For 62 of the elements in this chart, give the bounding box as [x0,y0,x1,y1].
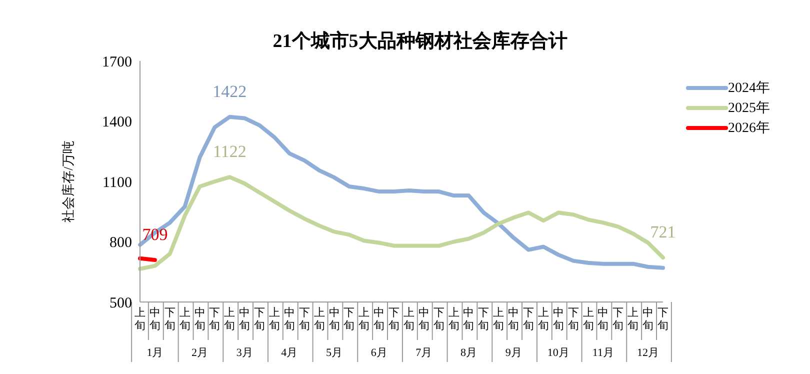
x-tick-label: 中旬 [552,306,564,332]
x-tick-label: 上旬 [538,306,549,332]
x-tick-label: 下旬 [568,307,579,332]
y-tick-label: 1400 [102,114,132,131]
data-label: 709 [142,225,168,244]
x-tick-label: 下旬 [298,307,310,332]
x-tick-label: 中旬 [642,306,654,332]
y-tick-label: 1100 [102,174,132,191]
x-tick-label: 上旬 [224,306,236,332]
text: 5月 [326,347,343,359]
legend-label: 2026年 [728,120,770,137]
x-tick-label: 下旬 [478,307,490,332]
x-tick-label: 下旬 [523,307,534,332]
x-tick-label: 上旬 [403,306,414,332]
x-tick-label: 下旬 [209,307,220,332]
y-tick-label: 500 [110,295,132,312]
x-tick-label: 上旬 [358,306,370,332]
x-tick-label: 上旬 [582,306,594,332]
x-tick-label: 上旬 [134,306,146,332]
x-tick-label: 下旬 [388,307,400,332]
x-tick-label: 下旬 [344,307,355,332]
x-tick-label: 中旬 [328,306,340,332]
text: 6月 [370,347,388,359]
y-axis-title: 社会库存/万吨 [60,140,76,222]
x-tick-label: 下旬 [433,307,444,332]
y-tick-label: 800 [110,235,132,252]
x-tick-label: 中旬 [598,306,609,332]
x-tick-label: 中旬 [508,306,520,332]
x-tick-label: 上旬 [493,306,504,332]
x-tick-label: 中旬 [194,306,206,332]
text: 10月 [547,347,570,359]
legend-label: 2024年 [728,80,770,97]
text: 3月 [236,347,253,359]
x-tick-label: 中旬 [239,306,250,332]
x-tick-label: 下旬 [612,307,624,332]
text: 8月 [460,347,477,359]
x-tick-label: 中旬 [374,306,385,332]
legend-label: 2025年 [728,100,770,117]
text: 2月 [192,347,208,359]
chart-title: 21个城市5大品种钢材社会库存合计 [272,30,568,54]
y-tick-label: 1700 [102,54,132,70]
x-tick-label: 中旬 [418,306,430,332]
text: 4月 [281,347,298,359]
x-tick-label: 下旬 [254,307,266,332]
data-label: 1422 [212,82,247,101]
text: 7月 [416,347,432,359]
x-tick-label: 上旬 [314,306,325,332]
x-tick-label: 上旬 [628,306,639,332]
x-tick-label: 上旬 [268,306,280,332]
text: 1月 [146,347,164,359]
data-label: 721 [650,222,676,242]
x-tick-label: 下旬 [164,307,176,332]
text: 11月 [592,347,614,359]
text: 12月 [637,347,660,359]
x-tick-label: 中旬 [463,306,474,332]
x-tick-label: 中旬 [284,306,295,332]
x-tick-label: 上旬 [179,306,190,332]
data-label: 1122 [212,142,246,162]
text: 9月 [505,347,522,359]
x-tick-label: 上旬 [448,306,460,332]
x-tick-label: 中旬 [149,306,160,332]
x-tick-label: 下旬 [658,307,668,332]
